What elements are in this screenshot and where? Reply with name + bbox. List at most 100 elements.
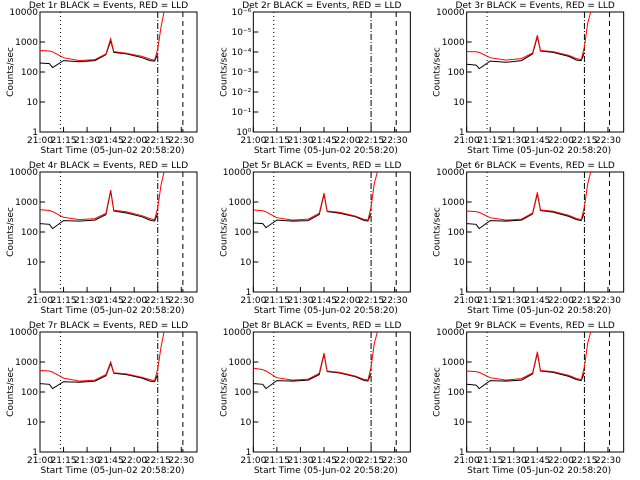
y-tick-label: 10 [453,258,465,268]
x-tick-label: 22:00 [121,456,147,466]
y-tick-label: 100 [21,228,38,238]
x-axis-label: Start Time (05-Jun-02 20:58:20) [254,306,398,316]
x-tick-label: 21:00 [27,456,53,466]
x-tick-label: 22:15 [571,296,597,306]
y-tick-label: 1000 [228,198,251,208]
x-tick-label: 22:00 [548,296,574,306]
series-line [39,190,159,230]
y-tick-label: 10 [240,418,252,428]
panel: Det 9r BLACK = Events, RED = LLD Start Ti… [433,321,625,476]
x-tick-label: 21:30 [74,136,100,146]
series-line [466,171,592,221]
x-axis-label: Start Time (05-Jun-02 20:58:20) [467,146,611,156]
series-line [39,331,165,382]
y-tick-label: 10000 [436,328,465,338]
y-tick-label: 10 [453,98,465,108]
y-tick-label: 10000 [9,8,38,18]
x-tick-label: 22:15 [145,136,171,146]
panel-title: Det 1r BLACK = Events, RED = LLD [29,1,188,11]
y-tick-label: 10⁻¹ [232,108,252,118]
y-tick-label: 1 [32,128,38,138]
y-tick-label: 10⁻⁴ [232,48,252,58]
plot-frame [466,331,625,453]
x-tick-label: 21:15 [264,296,290,306]
x-tick-label: 21:30 [287,136,313,146]
x-tick-label: 21:15 [51,456,77,466]
plot-frame [39,11,198,133]
series-line [253,354,372,390]
y-tick-label: 10000 [223,168,252,178]
y-tick-label: 100 [234,388,251,398]
panel: Det 1r BLACK = Events, RED = LLD Start Ti… [6,1,198,156]
x-tick-label: 22:30 [595,136,621,146]
y-tick-label: 1 [459,288,465,298]
x-tick-label: 21:45 [311,456,337,466]
x-tick-label: 21:30 [74,456,100,466]
plot-frame [252,171,411,293]
series-line [39,171,165,221]
y-axis-label: Counts/sec [433,47,443,97]
y-axis-label: Counts/sec [219,367,229,417]
x-tick-label: 22:00 [548,456,574,466]
x-tick-label: 21:30 [287,296,313,306]
y-tick-label: 1000 [15,198,38,208]
y-axis-label: Counts/sec [6,207,16,257]
x-axis-label: Start Time (05-Jun-02 20:58:20) [41,146,185,156]
x-tick-label: 22:15 [145,296,171,306]
x-tick-label: 21:15 [477,136,503,146]
series-line [253,171,378,221]
plot-frame [252,11,411,133]
panel: Det 3r BLACK = Events, RED = LLD Start Ti… [433,1,625,156]
x-tick-label: 22:00 [335,136,361,146]
plot-frame [39,171,198,293]
y-tick-label: 10⁻⁵ [232,28,252,38]
x-tick-label: 21:45 [524,296,550,306]
x-tick-label: 21:15 [477,296,503,306]
x-tick-label: 21:00 [454,136,480,146]
x-tick-label: 22:00 [121,136,147,146]
x-tick-label: 21:00 [240,296,266,306]
y-tick-label: 1000 [15,358,38,368]
x-tick-label: 22:30 [168,136,194,146]
y-tick-label: 1 [32,288,38,298]
x-tick-label: 22:00 [335,456,361,466]
series-line [466,36,585,70]
x-tick-label: 21:15 [264,456,290,466]
x-tick-label: 22:15 [358,456,384,466]
x-tick-label: 21:00 [27,136,53,146]
x-tick-label: 21:15 [477,456,503,466]
x-tick-label: 21:00 [240,456,266,466]
plot-frame [466,171,625,293]
x-tick-label: 21:15 [51,296,77,306]
y-tick-label: 100 [21,388,38,398]
x-tick-label: 21:30 [501,456,527,466]
x-tick-label: 21:45 [524,136,550,146]
plot-frame [39,331,198,453]
x-tick-label: 22:00 [335,296,361,306]
x-axis-label: Start Time (05-Jun-02 20:58:20) [467,306,611,316]
series-line [39,11,165,62]
x-tick-label: 22:30 [382,456,408,466]
y-tick-label: 10000 [223,328,252,338]
y-tick-label: 1 [459,128,465,138]
x-tick-label: 21:00 [454,456,480,466]
x-tick-label: 21:45 [98,296,124,306]
x-tick-label: 22:15 [358,296,384,306]
series-line [466,193,585,230]
panel: Det 4r BLACK = Events, RED = LLD Start Ti… [6,161,198,316]
x-tick-label: 22:30 [382,296,408,306]
y-tick-label: 10⁻⁶ [232,8,252,18]
y-tick-label: 1000 [228,358,251,368]
x-tick-label: 22:30 [168,456,194,466]
y-tick-label: 10000 [436,8,465,18]
y-tick-label: 1000 [15,38,38,48]
x-tick-label: 21:30 [74,296,100,306]
panel: Det 6r BLACK = Events, RED = LLD Start Ti… [433,161,625,316]
y-tick-label: 1000 [442,358,465,368]
y-axis-label: Counts/sec [6,47,16,97]
panel: Det 2r BLACK = Events, RED = LLD Start Ti… [219,1,411,156]
panel: Det 5r BLACK = Events, RED = LLD Start Ti… [219,161,411,316]
y-tick-label: 100 [447,228,464,238]
x-axis-label: Start Time (05-Jun-02 20:58:20) [41,466,185,476]
